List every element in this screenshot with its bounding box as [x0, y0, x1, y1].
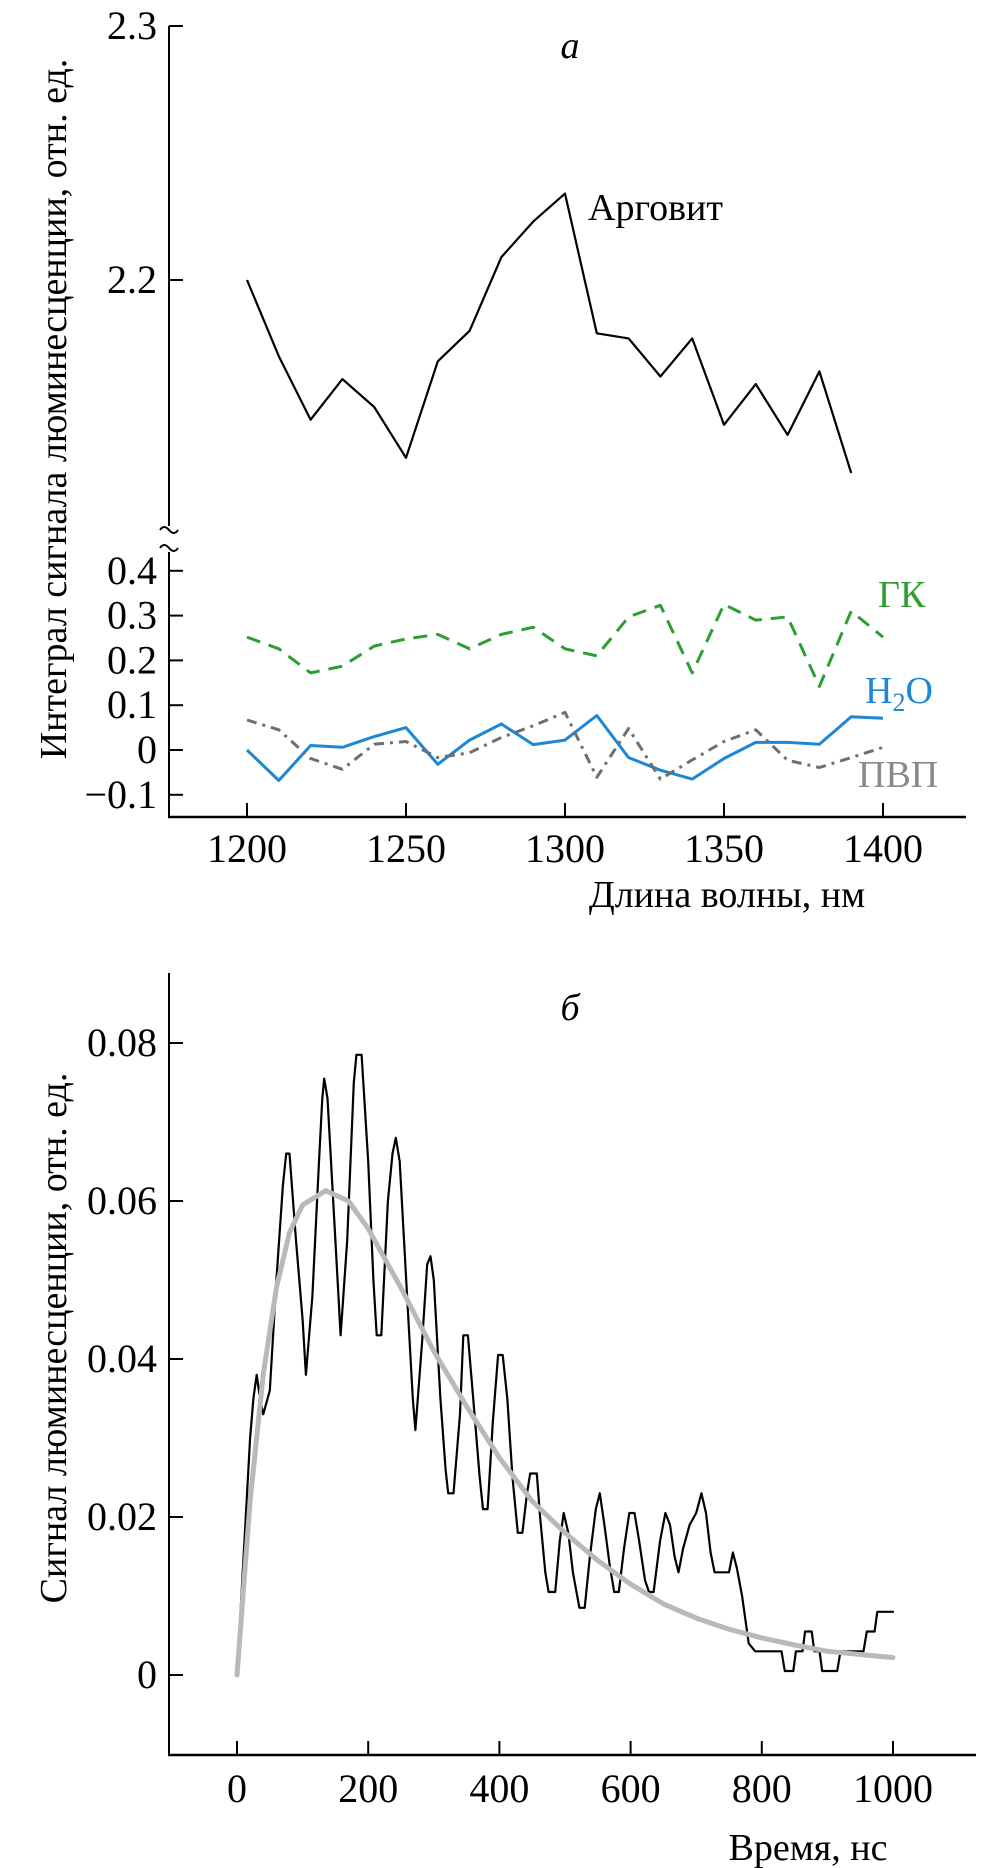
y-tick-label: 0.04 [87, 1336, 157, 1381]
x-tick-label: 1250 [366, 826, 446, 871]
y-tick-label: 2.3 [107, 3, 157, 48]
series-label-pvp: ПВП [858, 754, 938, 796]
y-tick-label: 0.3 [107, 593, 157, 638]
y-tick-label: 0 [137, 727, 157, 772]
x-axis-title: Время, нс [729, 1827, 888, 1868]
panel-b-chart: 0 200 400 600 800 1000 0 0.02 0.04 0.06 0.08 б Вре… [33, 973, 976, 1868]
x-tick-label: 800 [732, 1766, 792, 1811]
y-axis-title: Интеграл сигнала люминесценции, отн. ед. [33, 59, 75, 760]
x-tick-label: 400 [469, 1766, 529, 1811]
series-line-h2o [245, 714, 884, 782]
y-tick-label: 0.4 [107, 548, 157, 593]
axis-break-mark [159, 544, 179, 552]
panel-a-chart: 1200 1250 1300 1350 1400 2.2 2.3 −0.100.10.20.3… [33, 3, 966, 916]
y-tick-label: −0.1 [84, 772, 157, 817]
x-tick-label: 0 [227, 1766, 247, 1811]
x-tick-label: 1000 [853, 1766, 933, 1811]
y-tick-label: 2.2 [107, 257, 157, 302]
y-axis-title: Сигнал люминесценции, отн. ед. [33, 1073, 75, 1604]
h2o-label-o: O [905, 670, 932, 712]
x-axis-title: Длина волны, нм [589, 874, 865, 916]
panel-label-a: а [561, 25, 580, 67]
y-tick-label: 0.08 [87, 1020, 157, 1065]
y-tick-label: 0.06 [87, 1178, 157, 1223]
series-label-h2o: H2O [865, 670, 933, 717]
series-line-gk [246, 602, 884, 688]
series-line-pvp [246, 710, 884, 781]
series-line-argovit [245, 192, 853, 474]
x-tick-label: 1400 [843, 826, 923, 871]
series-label-argovit: Арговит [588, 187, 723, 229]
x-tick-label: 1300 [525, 826, 605, 871]
x-tick-label: 1350 [684, 826, 764, 871]
x-tick-label: 600 [601, 1766, 661, 1811]
axis-break-mark [159, 526, 179, 534]
h2o-label-subscript: 2 [892, 688, 905, 717]
fit-curve [234, 1188, 896, 1678]
y-tick-label: 0.1 [107, 682, 157, 727]
panel-label-b: б [560, 987, 581, 1029]
h2o-label-h: H [865, 670, 892, 712]
x-tick-label: 1200 [207, 826, 287, 871]
y-tick-label: 0.02 [87, 1494, 157, 1539]
y-tick-label: 0 [137, 1652, 157, 1697]
x-tick-label: 200 [338, 1766, 398, 1811]
signal-line [235, 1053, 895, 1677]
series-label-gk: ГК [878, 574, 926, 616]
y-tick-label: 0.2 [107, 637, 157, 682]
